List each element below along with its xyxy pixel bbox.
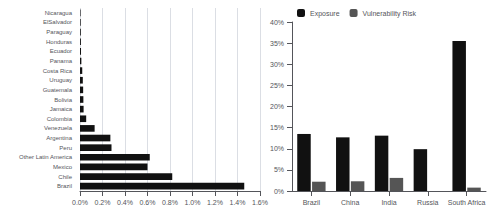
svg-text:Honduras: Honduras xyxy=(46,39,72,45)
svg-text:Ecuador: Ecuador xyxy=(50,48,72,54)
svg-text:0.2%: 0.2% xyxy=(95,199,111,206)
svg-text:35%: 35% xyxy=(270,40,284,47)
svg-text:30%: 30% xyxy=(270,61,284,68)
svg-text:South Africa: South Africa xyxy=(448,199,486,206)
svg-text:10%: 10% xyxy=(270,145,284,152)
svg-text:Nicaragua: Nicaragua xyxy=(45,10,73,16)
svg-text:0.0%: 0.0% xyxy=(72,199,88,206)
svg-text:Russia: Russia xyxy=(417,199,439,206)
svg-text:0%: 0% xyxy=(274,188,284,195)
svg-text:Argentina: Argentina xyxy=(46,135,72,141)
svg-text:Brazil: Brazil xyxy=(57,183,72,189)
svg-text:Bolivia: Bolivia xyxy=(54,97,72,103)
svg-text:Mexico: Mexico xyxy=(53,164,73,170)
svg-text:Chile: Chile xyxy=(58,174,72,180)
svg-text:Exposure: Exposure xyxy=(310,10,340,18)
svg-text:15%: 15% xyxy=(270,124,284,131)
svg-text:Vulnerability Risk: Vulnerability Risk xyxy=(363,10,417,18)
svg-text:Other Latin America: Other Latin America xyxy=(19,154,73,160)
svg-text:0.8%: 0.8% xyxy=(162,199,178,206)
svg-text:Panama: Panama xyxy=(50,58,73,64)
svg-text:Colombia: Colombia xyxy=(47,116,73,122)
svg-text:5%: 5% xyxy=(274,166,284,173)
svg-text:Jamaica: Jamaica xyxy=(50,106,73,112)
svg-text:40%: 40% xyxy=(270,19,284,26)
svg-text:Peru: Peru xyxy=(59,145,72,151)
svg-text:1.0%: 1.0% xyxy=(185,199,201,206)
svg-text:1.2%: 1.2% xyxy=(207,199,223,206)
svg-text:Paraguay: Paraguay xyxy=(46,29,72,35)
svg-text:India: India xyxy=(381,199,396,206)
svg-text:Brazil: Brazil xyxy=(303,199,321,206)
svg-text:Guatemala: Guatemala xyxy=(43,87,73,93)
svg-text:Costa Rica: Costa Rica xyxy=(43,68,73,74)
svg-text:Venezuela: Venezuela xyxy=(44,125,73,131)
svg-text:20%: 20% xyxy=(270,103,284,110)
svg-text:China: China xyxy=(341,199,359,206)
svg-text:Uruguay: Uruguay xyxy=(49,77,72,83)
svg-text:25%: 25% xyxy=(270,82,284,89)
svg-text:ElSalvador: ElSalvador xyxy=(43,19,72,25)
svg-text:1.4%: 1.4% xyxy=(230,199,246,206)
svg-text:0.4%: 0.4% xyxy=(117,199,133,206)
svg-text:0.6%: 0.6% xyxy=(140,199,156,206)
svg-text:1.6%: 1.6% xyxy=(252,199,268,206)
